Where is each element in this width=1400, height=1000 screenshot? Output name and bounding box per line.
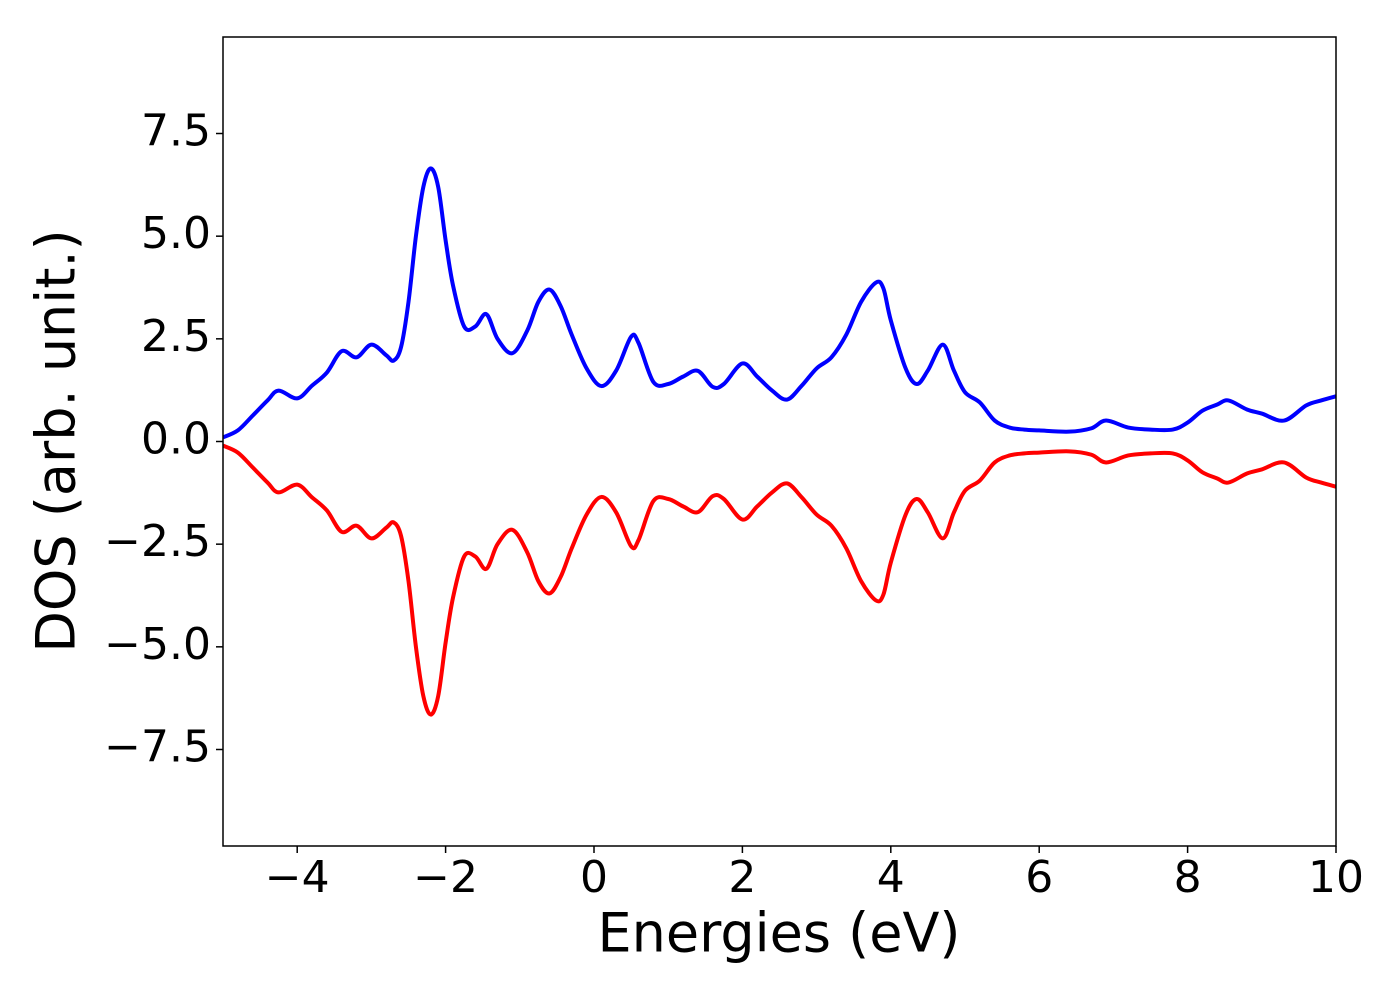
x-tick-label: −2 — [413, 852, 478, 903]
x-tick-label: 8 — [1174, 852, 1202, 903]
x-tick-label: 10 — [1308, 852, 1364, 903]
y-axis-label: DOS (arb. unit.) — [25, 229, 88, 652]
x-tick-label: 0 — [580, 852, 608, 903]
plot-lines — [223, 166, 1336, 717]
y-tick-label: −7.5 — [104, 721, 211, 772]
y-tick-label: −2.5 — [104, 516, 211, 567]
x-tick-label: −4 — [265, 852, 330, 903]
y-tick-label: 5.0 — [141, 208, 211, 259]
x-tick-label: 4 — [877, 852, 905, 903]
dos-line — [223, 166, 1336, 440]
y-tick-label: 2.5 — [141, 311, 211, 362]
y-tick-label: 7.5 — [141, 106, 211, 157]
plot-frame — [222, 36, 1337, 847]
x-axis-label: Energies (eV) — [598, 902, 961, 965]
dos-line — [223, 443, 1336, 717]
x-tick-label: 6 — [1025, 852, 1053, 903]
x-tick-label: 2 — [728, 852, 756, 903]
y-tick-label: −5.0 — [104, 619, 211, 670]
y-tick-label: 0.0 — [141, 414, 211, 465]
